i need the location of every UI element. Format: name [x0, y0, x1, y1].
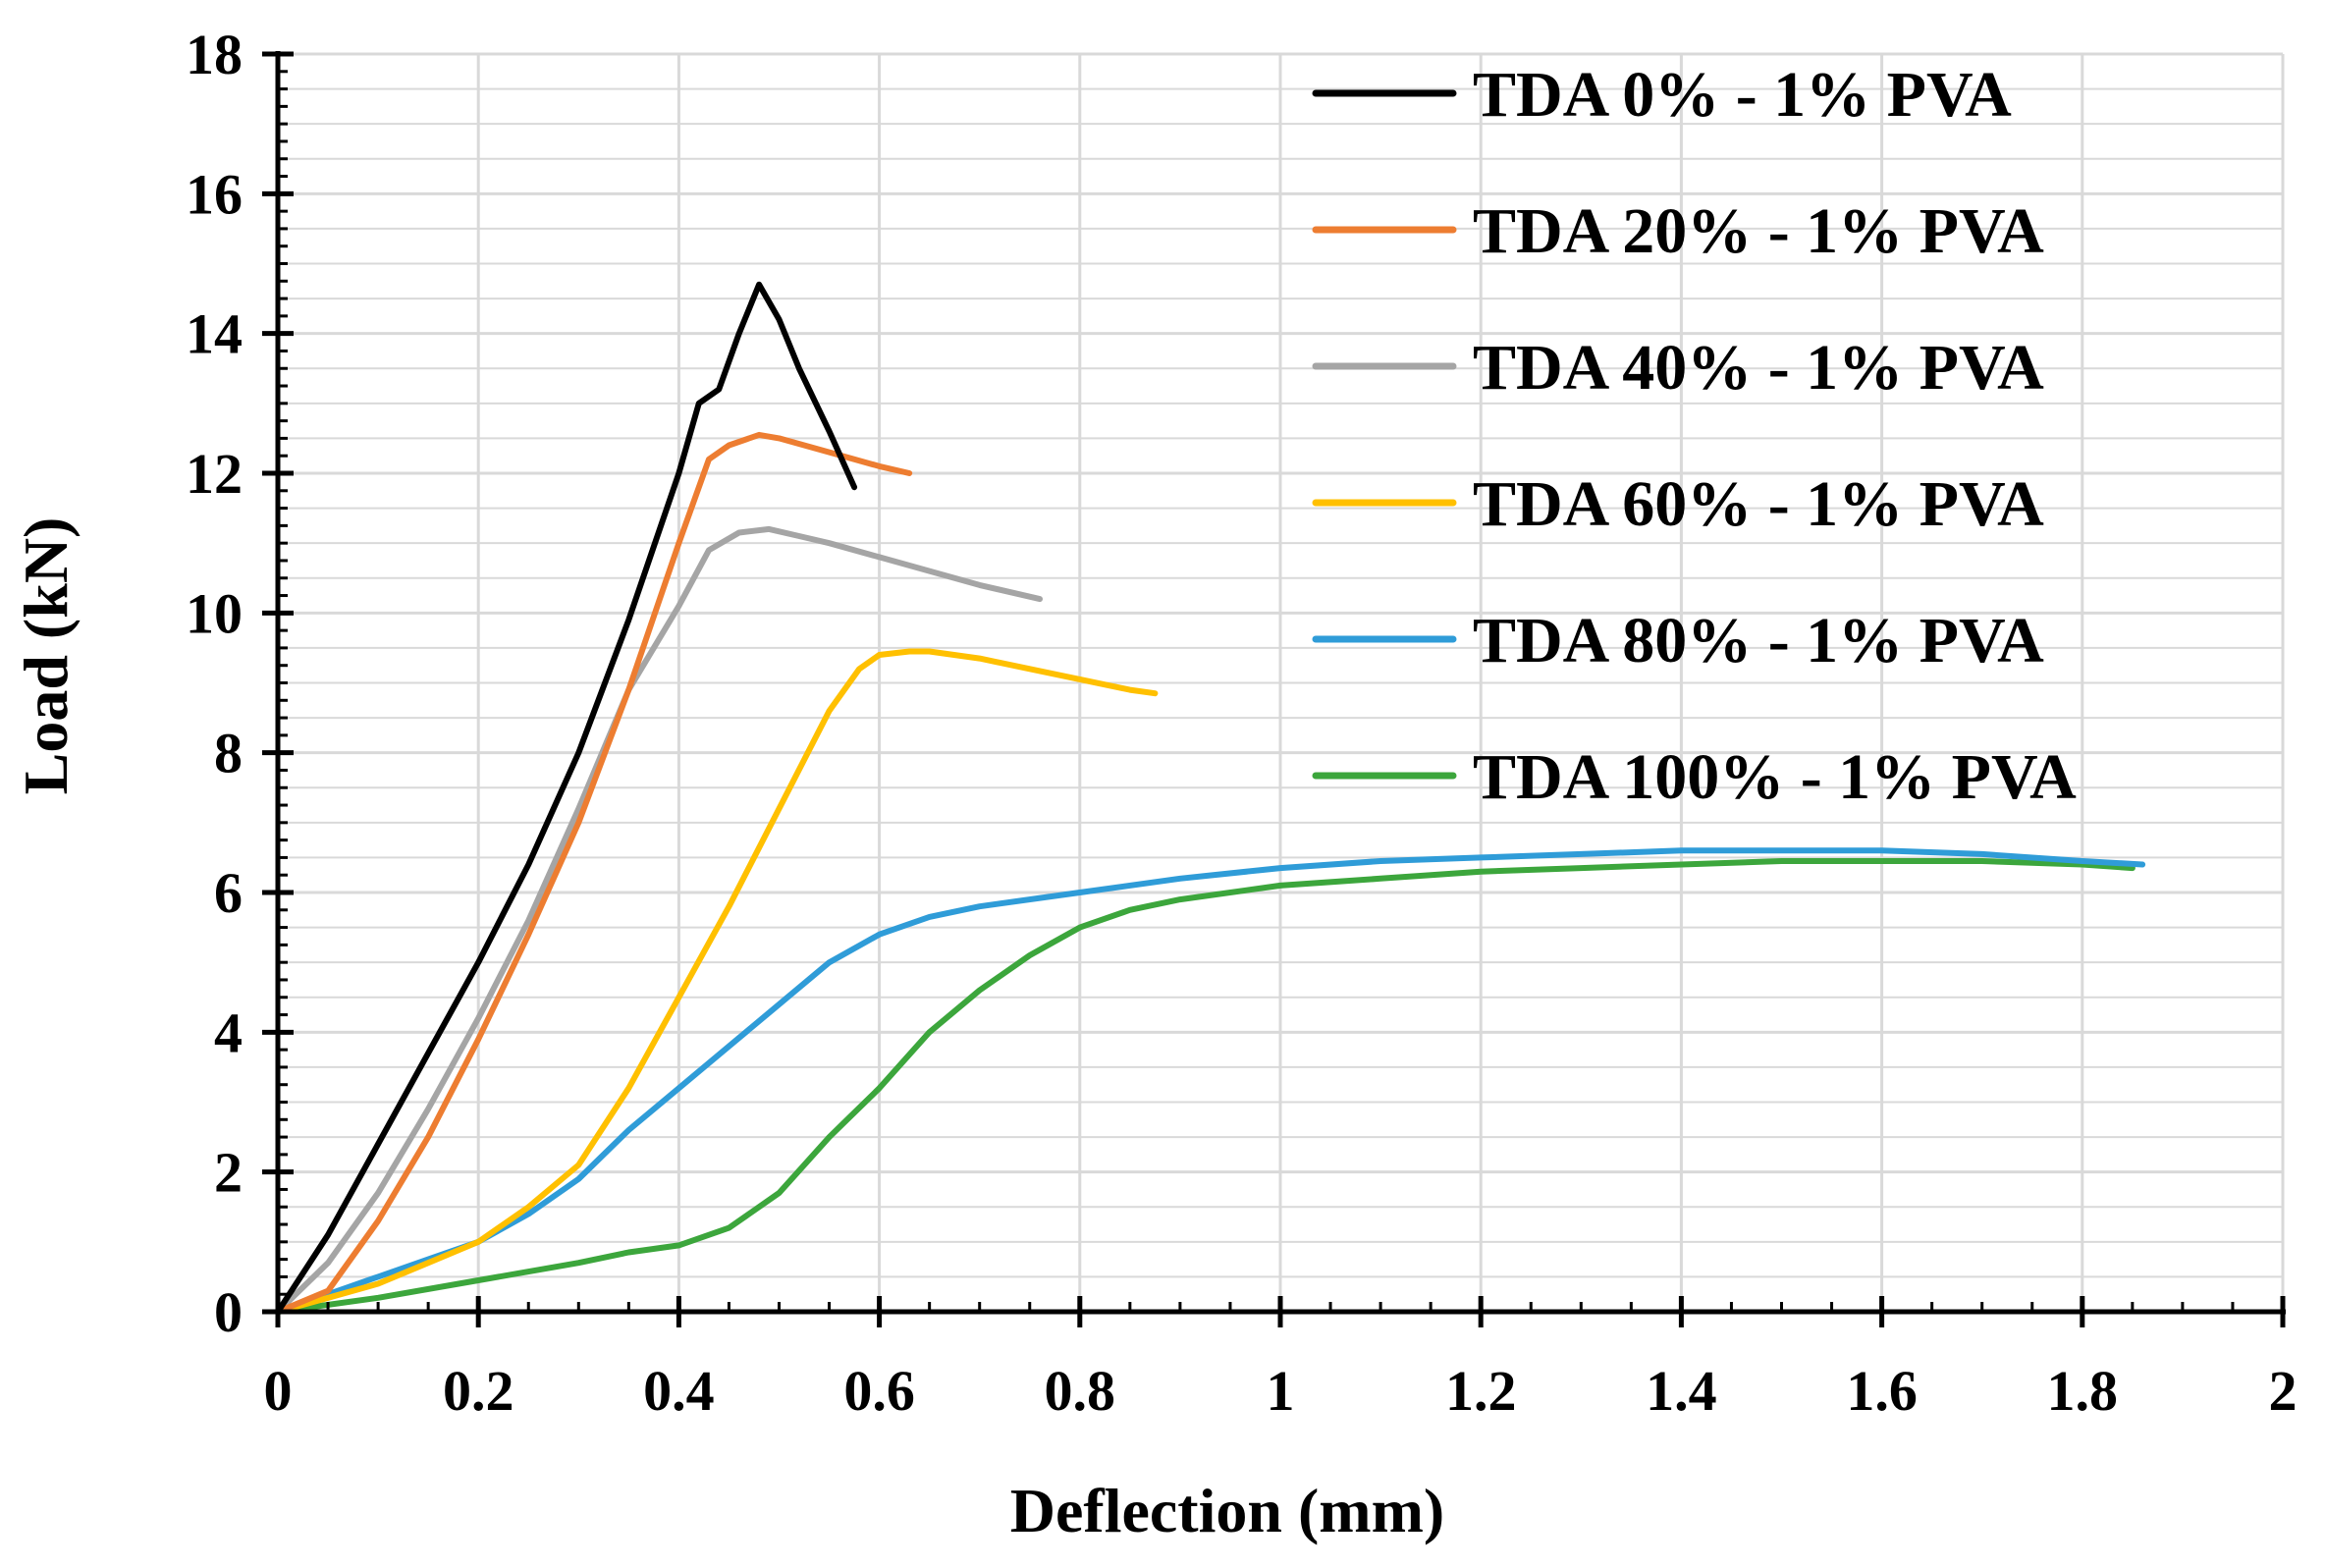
- x-tick-label: 0.4: [643, 1359, 715, 1423]
- series-line-tda-40-1-pva: [275, 525, 1043, 1315]
- x-axis-title: Deflection (mm): [1010, 1476, 1444, 1545]
- y-axis-title: Load (kN): [11, 517, 81, 795]
- legend-label: TDA 80% - 1% PVA: [1473, 605, 2044, 676]
- y-tick-label: 12: [186, 442, 243, 506]
- x-tick-label: 1.4: [1646, 1359, 1717, 1423]
- x-tick-label: 0: [264, 1359, 293, 1423]
- x-tick-label: 0.6: [843, 1359, 915, 1423]
- x-tick-label: 2: [2269, 1359, 2298, 1423]
- x-tick-label: 1.8: [2047, 1359, 2119, 1423]
- x-tick-label: 0.2: [443, 1359, 514, 1423]
- legend-label: TDA 20% - 1% PVA: [1473, 195, 2044, 267]
- legend-label: TDA 0% - 1% PVA: [1473, 59, 2012, 131]
- legend: TDA 0% - 1% PVA TDA 20% - 1% PVA TDA 40% -…: [1312, 59, 2077, 813]
- y-tick-label: 2: [214, 1141, 243, 1205]
- axes: [262, 51, 2286, 1327]
- y-tick-label: 6: [214, 861, 243, 925]
- x-tick-label: 1.2: [1445, 1359, 1517, 1423]
- y-tick-label: 0: [214, 1280, 243, 1344]
- y-tick-label: 14: [186, 302, 243, 366]
- series-line-tda-0-1-pva: [275, 281, 858, 1315]
- series-line-tda-20-1-pva: [275, 431, 913, 1315]
- x-tick-labels: 0 0.2 0.4 0.6 0.8 1 1.2 1.4 1.6 1.8 2: [264, 1359, 2298, 1423]
- x-tick-label: 1: [1267, 1359, 1295, 1423]
- y-tick-label: 10: [186, 581, 243, 645]
- legend-label: TDA 40% - 1% PVA: [1473, 332, 2044, 404]
- grid-lines: [278, 52, 2285, 1312]
- y-tick-label: 4: [214, 1000, 243, 1064]
- y-tick-label: 8: [214, 722, 243, 785]
- series-layer: [275, 281, 2146, 1315]
- x-tick-label: 1.6: [1846, 1359, 1918, 1423]
- y-tick-labels: 0 2 4 6 8 10 12 14 16 18: [186, 23, 243, 1344]
- legend-label: TDA 100% - 1% PVA: [1473, 741, 2077, 813]
- legend-label: TDA 60% - 1% PVA: [1473, 468, 2044, 540]
- y-tick-label: 18: [186, 23, 243, 86]
- x-tick-label: 0.8: [1045, 1359, 1116, 1423]
- y-tick-label: 16: [186, 162, 243, 226]
- series-line-tda-100-1-pva: [275, 858, 2136, 1315]
- series-line-tda-60-1-pva: [275, 648, 1159, 1315]
